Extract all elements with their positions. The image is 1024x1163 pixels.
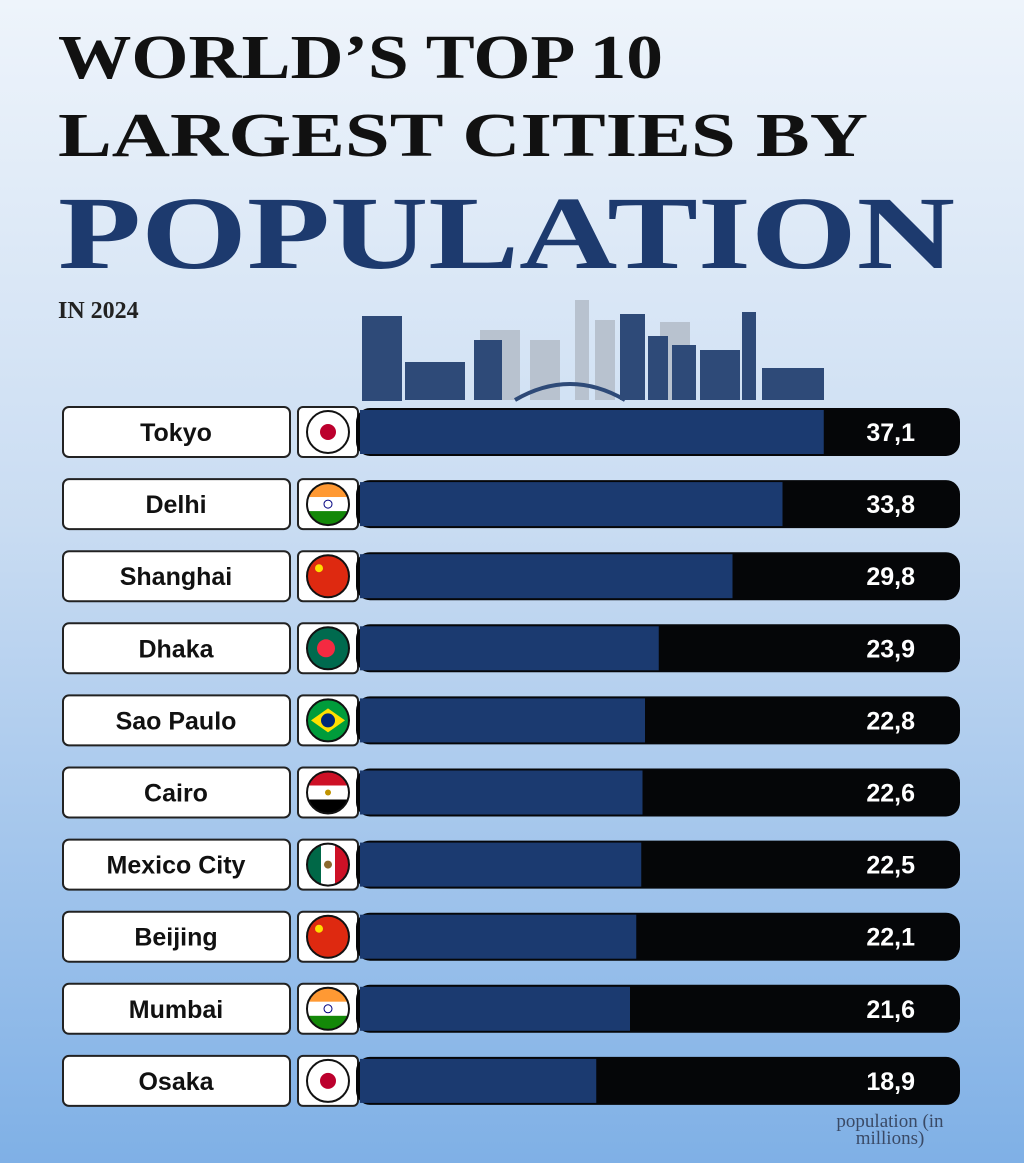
value-label: 22,1 (866, 924, 915, 952)
category-label: Sao Paulo (116, 707, 237, 735)
flag (307, 497, 349, 512)
name-box (62, 550, 291, 603)
bar (360, 1058, 597, 1103)
flag-border (306, 410, 350, 454)
flag (307, 1059, 349, 1102)
category-label: Beijing (134, 924, 217, 952)
value-label: 22,6 (866, 780, 915, 808)
flag-border (306, 842, 350, 887)
flag (321, 713, 335, 728)
flag (307, 627, 349, 670)
flag (307, 627, 349, 670)
category-label: Mumbai (129, 996, 223, 1024)
flag (307, 915, 349, 958)
flag (307, 1059, 349, 1102)
title-line: POPULATION (58, 176, 955, 291)
flag (323, 1004, 333, 1014)
skyline (362, 300, 824, 402)
bar (360, 410, 824, 454)
bar (360, 554, 733, 599)
value-label: 18,9 (866, 1068, 915, 1096)
flag (307, 411, 349, 453)
flag (307, 699, 349, 742)
value-label: 23,9 (866, 635, 915, 663)
category-label: Tokyo (140, 419, 212, 447)
title-line: WORLD’S TOP 10 (58, 24, 663, 92)
flag (315, 924, 323, 933)
name-box (62, 838, 291, 891)
name-box (62, 1054, 291, 1107)
category-label: Cairo (144, 780, 208, 808)
bar (360, 842, 642, 887)
flag-border (306, 554, 350, 599)
flag-border (306, 770, 350, 815)
subtitle: IN 2024 (58, 298, 139, 324)
name-box (62, 694, 291, 747)
name-box (62, 766, 291, 819)
flag (324, 860, 332, 869)
value-label: 29,8 (866, 563, 915, 591)
flag (320, 1072, 336, 1089)
category-label: Mexico City (107, 852, 246, 880)
category-label: Delhi (145, 491, 206, 519)
flag-border (306, 1058, 350, 1103)
flag-border (306, 914, 350, 959)
flag (307, 1001, 349, 1016)
value-label: 33,8 (866, 491, 915, 519)
flag (320, 424, 336, 440)
axis-label: population (in millions) (836, 1111, 944, 1149)
flag (317, 639, 335, 658)
category-label: Shanghai (120, 563, 233, 591)
bar (360, 770, 643, 815)
name-box (62, 982, 291, 1035)
flag (307, 555, 349, 598)
flag-border (306, 626, 350, 671)
value-label: 22,8 (866, 707, 915, 735)
bar (360, 626, 659, 671)
flag-border (306, 698, 350, 743)
bar (360, 914, 637, 959)
flag-border (306, 482, 350, 527)
flag (307, 699, 349, 742)
flag (315, 564, 323, 573)
flag (307, 411, 349, 453)
flag (325, 789, 331, 796)
value-label: 37,1 (866, 419, 915, 447)
bar (360, 698, 645, 743)
value-label: 21,6 (866, 996, 915, 1024)
flag (307, 555, 349, 598)
flag (323, 499, 333, 509)
flag-border (306, 986, 350, 1031)
bar (360, 986, 630, 1031)
flag (307, 915, 349, 958)
value-label: 22,5 (866, 852, 915, 880)
name-box (62, 478, 291, 531)
name-box (62, 622, 291, 675)
bar (360, 482, 783, 527)
title-line: LARGEST CITIES BY (58, 102, 868, 170)
name-box (62, 406, 291, 458)
name-box (62, 910, 291, 963)
category-label: Osaka (138, 1068, 214, 1096)
category-label: Dhaka (138, 635, 214, 663)
